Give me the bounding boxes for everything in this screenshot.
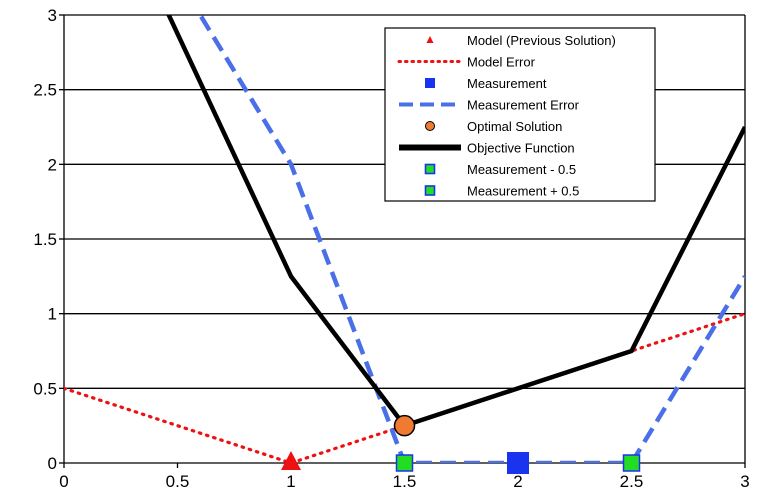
legend-symbol — [426, 36, 434, 43]
legend-label: Measurement - 0.5 — [467, 162, 576, 177]
x-tick-label: 0 — [59, 472, 68, 491]
x-tick-label: 2 — [513, 472, 522, 491]
x-tick-label: 1 — [286, 472, 295, 491]
legend-label: Objective Function — [467, 141, 575, 156]
legend-label: Optimal Solution — [467, 119, 562, 134]
legend-symbol — [425, 121, 435, 131]
tick-labels: 0 0.5 1 1.5 2 2.5 3 0 0.5 1 1.5 2 2.5 3 — [33, 6, 749, 491]
x-tick-label: 1.5 — [393, 472, 417, 491]
marker-measurement-offset — [622, 454, 641, 472]
y-tick-label: 0.5 — [33, 379, 57, 398]
y-tick-label: 2 — [48, 155, 57, 174]
legend-label: Model (Previous Solution) — [467, 33, 616, 48]
legend-label: Model Error — [467, 55, 536, 70]
y-tick-label: 2.5 — [33, 81, 57, 100]
y-tick-label: 0 — [48, 454, 57, 473]
legend: Model (Previous Solution) Model Error Meas… — [384, 27, 656, 202]
legend-symbol — [425, 78, 435, 88]
marker-model-previous-solution — [281, 451, 301, 470]
x-tick-label: 3 — [740, 472, 749, 491]
legend-symbol — [424, 163, 436, 175]
markers — [281, 414, 641, 474]
legend-label: Measurement — [467, 76, 547, 91]
x-tick-label: 0.5 — [166, 472, 190, 491]
x-tick-label: 2.5 — [620, 472, 644, 491]
y-tick-label: 1.5 — [33, 230, 57, 249]
legend-label: Measurement Error — [467, 98, 580, 113]
y-tick-label: 1 — [48, 305, 57, 324]
marker-optimal-solution — [393, 414, 416, 437]
legend-label: Measurement + 0.5 — [467, 184, 579, 199]
y-tick-label: 3 — [48, 6, 57, 25]
legend-symbol — [424, 185, 436, 196]
marker-measurement-offset — [395, 454, 414, 472]
marker-measurement — [507, 452, 529, 474]
